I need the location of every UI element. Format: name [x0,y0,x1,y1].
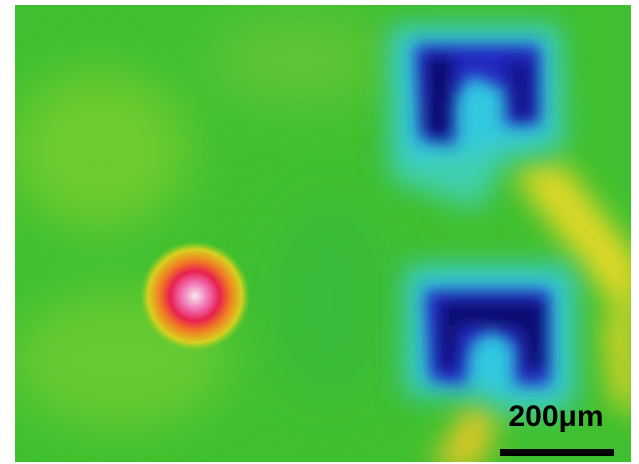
micrograph: 200μm [0,0,639,464]
scale-label: 200μm [508,400,603,433]
bright-spot [140,241,250,351]
page: {"scale_bar": {"label": "200μm"}} [0,0,639,464]
scale-bar [500,449,614,456]
heatmap [10,5,639,464]
